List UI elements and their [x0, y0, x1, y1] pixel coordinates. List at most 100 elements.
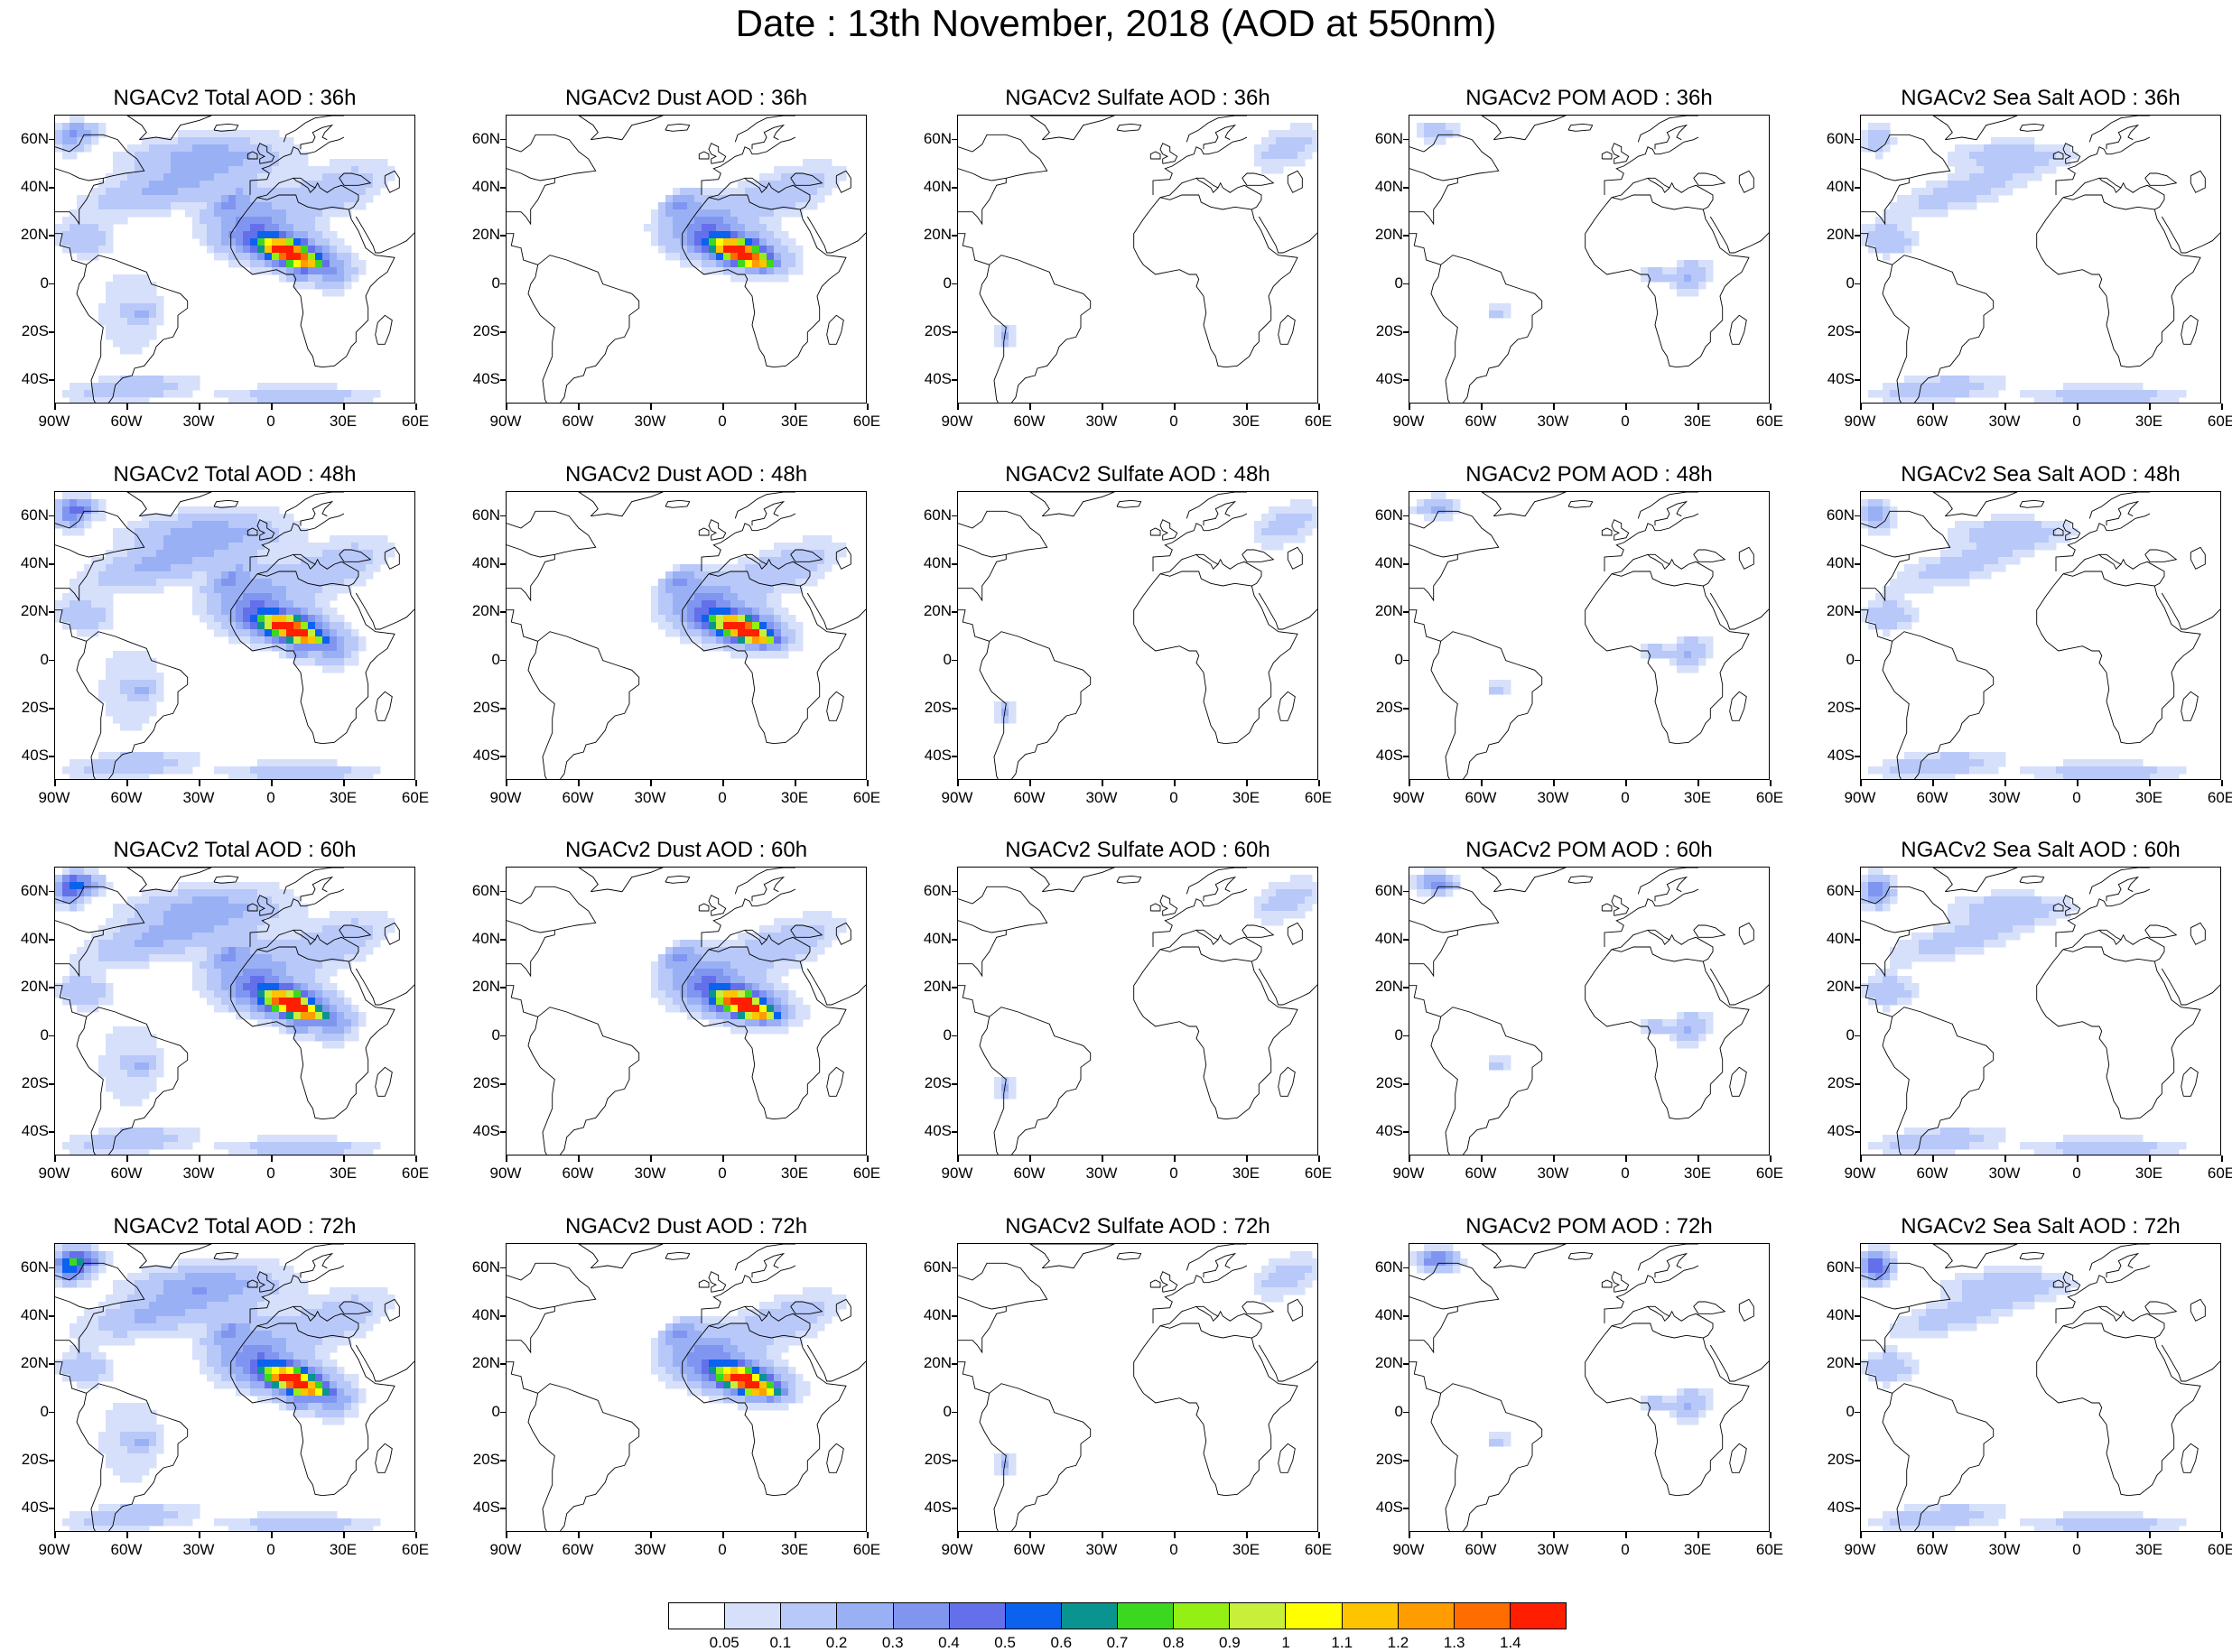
longitude-tick — [1625, 780, 1627, 786]
aod-cell — [98, 687, 107, 695]
aod-cell — [994, 1091, 1002, 1100]
latitude-label: 0 — [1360, 651, 1403, 669]
aod-cell — [344, 1149, 352, 1155]
aod-cell — [1861, 875, 1869, 883]
aod-cell — [1962, 376, 1970, 384]
aod-cell — [243, 521, 251, 529]
aod-cell — [752, 1026, 760, 1035]
latitude-tick — [49, 1131, 54, 1133]
aod-cell — [156, 954, 164, 962]
aod-cell — [1677, 282, 1685, 290]
aod-cell — [2085, 766, 2093, 775]
aod-cell — [694, 629, 702, 637]
aod-cell — [788, 260, 796, 268]
aod-cell — [200, 224, 208, 232]
aod-cell — [752, 983, 760, 991]
longitude-label: 30E — [316, 413, 370, 431]
aod-cell — [279, 144, 287, 153]
aod-cell — [120, 195, 128, 203]
aod-cell — [803, 535, 811, 543]
aod-cell — [344, 267, 352, 275]
aod-cell — [1911, 579, 1920, 587]
aod-cell — [243, 933, 251, 941]
aod-cell — [330, 658, 338, 666]
aod-cell — [330, 231, 338, 239]
aod-cell — [767, 983, 775, 991]
longitude-label: 30W — [1074, 413, 1129, 431]
aod-cell — [214, 224, 222, 232]
aod-cell — [106, 990, 114, 998]
longitude-tick — [722, 1155, 724, 1162]
aod-cell — [1446, 882, 1454, 890]
aod-cell — [228, 535, 237, 543]
aod-cell — [322, 282, 330, 290]
aod-cell — [200, 543, 208, 551]
aod-cell — [1276, 896, 1284, 905]
aod-cell — [178, 390, 186, 398]
map-canvas — [1861, 492, 2221, 780]
aod-cell — [1861, 615, 1869, 623]
aod-cell — [322, 629, 330, 637]
aod-cell — [344, 1019, 352, 1027]
aod-cell — [2063, 774, 2071, 780]
aod-cell — [171, 383, 179, 391]
aod-cell — [149, 1070, 157, 1078]
aod-cell — [250, 535, 258, 543]
aod-cell — [767, 629, 775, 637]
latitude-label: 40S — [5, 370, 49, 388]
aod-cell — [330, 998, 338, 1006]
aod-cell — [1890, 231, 1898, 239]
aod-cell — [658, 224, 666, 232]
aod-cell — [1955, 579, 1963, 587]
aod-cell — [1883, 123, 1891, 131]
aod-cell — [2114, 759, 2122, 767]
longitude-tick — [54, 780, 56, 786]
aod-cell — [330, 1019, 338, 1027]
aod-cell — [358, 543, 367, 551]
aod-cell — [322, 586, 330, 594]
aod-cell — [752, 188, 760, 196]
aod-cell — [745, 564, 753, 572]
aod-cell — [265, 896, 273, 905]
aod-cell — [1662, 1019, 1670, 1027]
aod-cell — [680, 593, 688, 601]
aod-cell — [1305, 123, 1313, 131]
aod-cell — [1890, 766, 1898, 775]
aod-cell — [77, 224, 85, 232]
aod-cell — [709, 608, 717, 616]
coastline — [735, 868, 795, 894]
aod-cell — [665, 593, 674, 601]
aod-cell — [1269, 543, 1277, 551]
aod-cell — [337, 238, 345, 246]
aod-cell — [730, 608, 739, 616]
aod-cell — [279, 608, 287, 616]
aod-cell — [207, 940, 215, 948]
aod-cell — [221, 246, 229, 254]
aod-cell — [178, 376, 186, 384]
latitude-tick — [952, 331, 957, 333]
aod-cell — [265, 564, 273, 572]
longitude-tick — [1932, 404, 1934, 410]
aod-cell — [1883, 766, 1891, 775]
aod-cell — [322, 224, 330, 232]
coastline — [958, 554, 1006, 600]
aod-cell — [142, 289, 150, 297]
aod-cell — [1948, 579, 1956, 587]
aod-cell — [250, 593, 258, 601]
aod-cell — [113, 665, 121, 673]
aod-cell — [91, 564, 99, 572]
panel-title: NGACv2 Sulfate AOD : 48h — [957, 462, 1318, 487]
aod-cell — [774, 1012, 782, 1020]
aod-cell — [315, 918, 323, 926]
aod-cell — [214, 918, 222, 926]
aod-cell — [2099, 774, 2107, 780]
aod-cell — [1933, 766, 1941, 775]
aod-cell — [236, 564, 244, 572]
aod-cell — [1254, 152, 1262, 160]
aod-cell — [716, 990, 724, 998]
coastline — [1730, 1067, 1747, 1096]
aod-cell — [214, 976, 222, 984]
aod-cell — [257, 622, 265, 630]
aod-cell — [250, 130, 258, 138]
